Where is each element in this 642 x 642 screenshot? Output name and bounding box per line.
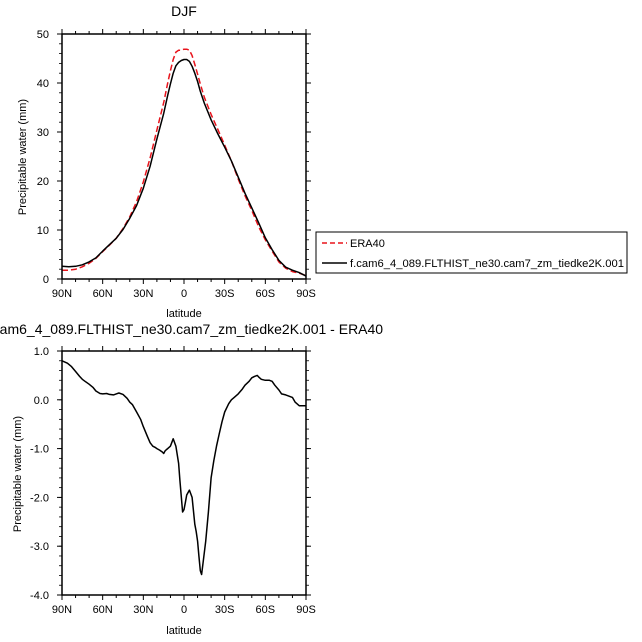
bottom-axes: 90N 60N 30N 0 30S 60S 90S 1.0 0.0 -1.0 -2.0 -3.0 -4.… [30,346,316,616]
bottom-x-tick-label: 60S [256,604,276,616]
bottom-y-tick-label: -4.0 [30,590,49,602]
bottom-x-tick-label: 30S [215,604,235,616]
bottom-y-tick-label: 1.0 [34,346,49,358]
legend-label-era40: ERA40 [350,238,385,250]
bottom-x-tick-label: 0 [181,604,187,616]
top-chart-title: DJF [171,3,197,19]
top-plot-frame [61,33,307,280]
bottom-series-group [61,360,306,576]
panel-top-chart: DJF 90N 60N 30N 0 30S 60S 90S 0 10 20 30 40 50 latit… [17,3,316,320]
top-x-tick-label: 90N [52,288,72,300]
legend-box [315,231,628,274]
bottom-x-tick-label: 90N [52,604,72,616]
top-y-tick-label: 50 [37,29,49,41]
bottom-series-line-0 [61,360,306,576]
bottom-x-axis-label: latitude [166,625,201,637]
legend-label-model: f.cam6_4_089.FLTHIST_ne30.cam7_zm_tiedke… [350,258,624,270]
top-y-tick-label: 10 [37,225,49,237]
top-x-tick-label: 60N [93,288,113,300]
bottom-y-tick-label: -1.0 [30,444,49,456]
bottom-y-tick-label: -3.0 [30,541,49,553]
top-series-line-1 [61,58,307,277]
panel-bottom-chart: f.cam6_4_089.FLTHIST_ne30.cam7_zm_tiedke… [0,321,383,637]
top-y-tick-label: 0 [43,274,49,286]
top-x-tick-label: 60S [256,288,276,300]
bottom-y-tick-label: -2.0 [30,492,49,504]
top-x-axis-label: latitude [166,308,201,320]
legend: ERA40 f.cam6_4_089.FLTHIST_ne30.cam7_zm_… [315,231,628,274]
bottom-x-tick-label: 60N [93,604,113,616]
top-axes: 90N 60N 30N 0 30S 60S 90S 0 10 20 30 40 50 [37,29,316,300]
bottom-y-tick-label: 0.0 [34,395,49,407]
top-x-tick-label: 30S [215,288,235,300]
top-y-tick-label: 20 [37,176,49,188]
bottom-x-tick-label: 90S [296,604,316,616]
top-series-group [61,48,307,277]
top-series-line-0 [62,48,307,277]
bottom-chart-title: f.cam6_4_089.FLTHIST_ne30.cam7_zm_tiedke… [0,321,383,337]
bottom-y-axis-label: Precipitable water (mm) [12,416,24,532]
top-x-tick-label: 30N [133,288,153,300]
top-y-tick-label: 30 [37,127,49,139]
bottom-x-tick-label: 30N [133,604,153,616]
top-x-tick-label: 90S [296,288,316,300]
top-y-tick-label: 40 [37,78,49,90]
top-y-axis-label: Precipitable water (mm) [17,99,29,215]
top-x-tick-label: 0 [181,288,187,300]
bottom-plot-frame [61,350,307,596]
